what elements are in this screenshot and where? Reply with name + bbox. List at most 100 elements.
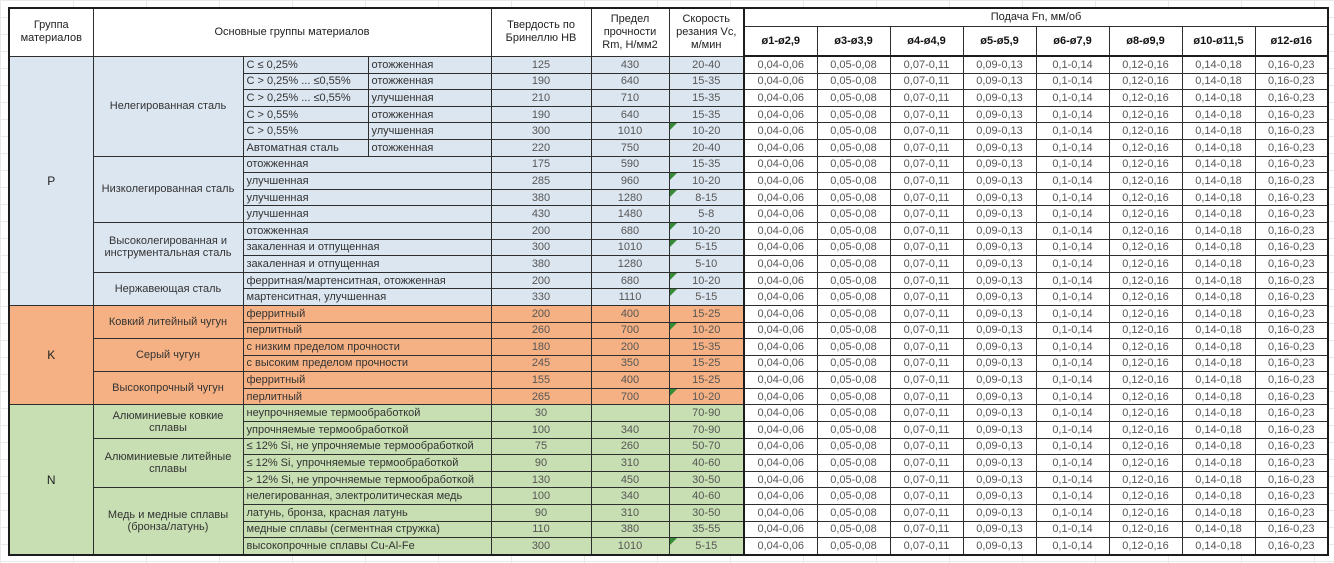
header-feed-diameter[interactable]: ø12-ø16 [1254,26,1329,57]
cutting-speed-cell[interactable]: 10-20 [668,122,745,140]
feed-cell[interactable]: 0,07-0,11 [889,271,964,290]
cutting-speed-cell[interactable]: 15-35 [668,72,745,91]
feed-cell[interactable]: 0,05-0,08 [816,387,891,406]
feed-cell[interactable]: 0,1-0,14 [1035,271,1110,290]
hardness-cell[interactable]: 75 [490,437,592,456]
feed-cell[interactable]: 0,07-0,11 [889,454,964,472]
feed-cell[interactable]: 0,16-0,23 [1254,338,1329,356]
feed-cell[interactable]: 0,09-0,13 [962,122,1037,140]
material-detail-cell[interactable]: латунь, бронза, красная латунь [242,504,492,522]
feed-cell[interactable]: 0,09-0,13 [962,354,1037,373]
feed-cell[interactable]: 0,05-0,08 [816,205,891,223]
feed-cell[interactable]: 0,05-0,08 [816,371,891,389]
feed-cell[interactable]: 0,09-0,13 [962,255,1037,273]
feed-cell[interactable]: 0,07-0,11 [889,221,964,240]
feed-cell[interactable]: 0,12-0,16 [1108,437,1183,456]
feed-cell[interactable]: 0,16-0,23 [1254,354,1329,373]
feed-cell[interactable]: 0,07-0,11 [889,288,964,306]
strength-cell[interactable]: 350 [590,354,670,373]
header-feed-diameter[interactable]: ø8-ø9,9 [1108,26,1183,57]
feed-cell[interactable]: 0,09-0,13 [962,105,1037,124]
material-subgroup-cell[interactable]: Ковкий литейный чугун [92,304,244,340]
feed-cell[interactable]: 0,07-0,11 [889,72,964,91]
feed-cell[interactable]: 0,12-0,16 [1108,354,1183,373]
feed-cell[interactable]: 0,1-0,14 [1035,221,1110,240]
feed-cell[interactable]: 0,12-0,16 [1108,537,1183,556]
cutting-speed-cell[interactable]: 5-10 [668,255,745,273]
feed-cell[interactable]: 0,16-0,23 [1254,89,1329,107]
feed-cell[interactable]: 0,14-0,18 [1181,55,1256,74]
strength-cell[interactable]: 750 [590,138,670,157]
feed-cell[interactable]: 0,04-0,06 [743,537,818,556]
material-detail-cell[interactable]: закаленная и отпущенная [242,238,492,257]
feed-cell[interactable]: 0,14-0,18 [1181,122,1256,140]
header-feed[interactable]: Подача Fn, мм/об [743,7,1329,27]
material-detail-cell[interactable]: неупрочняемые термообработкой [242,404,492,423]
material-group-letter-cell[interactable]: K [8,304,94,406]
strength-cell[interactable]: 1280 [590,188,670,207]
feed-cell[interactable]: 0,07-0,11 [889,238,964,257]
cutting-speed-cell[interactable]: 5-15 [668,288,745,306]
material-state-cell[interactable]: отожженная [367,72,492,91]
feed-cell[interactable]: 0,07-0,11 [889,172,964,190]
strength-cell[interactable]: 400 [590,304,670,323]
feed-cell[interactable]: 0,04-0,06 [743,487,818,506]
feed-cell[interactable]: 0,16-0,23 [1254,271,1329,290]
cutting-speed-cell[interactable]: 15-25 [668,354,745,373]
feed-cell[interactable]: 0,12-0,16 [1108,271,1183,290]
feed-cell[interactable]: 0,09-0,13 [962,138,1037,157]
feed-cell[interactable]: 0,04-0,06 [743,205,818,223]
feed-cell[interactable]: 0,09-0,13 [962,89,1037,107]
feed-cell[interactable]: 0,04-0,06 [743,288,818,306]
hardness-cell[interactable]: 200 [490,304,592,323]
feed-cell[interactable]: 0,04-0,06 [743,437,818,456]
feed-cell[interactable]: 0,05-0,08 [816,255,891,273]
feed-cell[interactable]: 0,04-0,06 [743,321,818,340]
header-material-group[interactable]: Группа материалов [8,7,94,57]
feed-cell[interactable]: 0,14-0,18 [1181,172,1256,190]
feed-cell[interactable]: 0,09-0,13 [962,371,1037,389]
feed-cell[interactable]: 0,04-0,06 [743,105,818,124]
strength-cell[interactable]: 960 [590,172,670,190]
hardness-cell[interactable]: 210 [490,89,592,107]
feed-cell[interactable]: 0,05-0,08 [816,421,891,439]
material-state-cell[interactable]: улучшенная [367,89,492,107]
material-detail-cell[interactable]: ферритная/мартенситная, отожженная [242,271,492,290]
feed-cell[interactable]: 0,1-0,14 [1035,354,1110,373]
feed-cell[interactable]: 0,04-0,06 [743,470,818,489]
feed-cell[interactable]: 0,16-0,23 [1254,470,1329,489]
material-detail-cell[interactable]: C ≤ 0,25% [242,55,369,74]
feed-cell[interactable]: 0,07-0,11 [889,205,964,223]
feed-cell[interactable]: 0,16-0,23 [1254,421,1329,439]
feed-cell[interactable]: 0,16-0,23 [1254,304,1329,323]
feed-cell[interactable]: 0,09-0,13 [962,271,1037,290]
feed-cell[interactable]: 0,1-0,14 [1035,155,1110,174]
feed-cell[interactable]: 0,16-0,23 [1254,537,1329,556]
feed-cell[interactable]: 0,14-0,18 [1181,437,1256,456]
material-detail-cell[interactable]: высокопрочные сплавы Cu-Al-Fe [242,537,492,556]
feed-cell[interactable]: 0,14-0,18 [1181,487,1256,506]
feed-cell[interactable]: 0,05-0,08 [816,404,891,423]
cutting-speed-cell[interactable]: 5-15 [668,238,745,257]
strength-cell[interactable]: 430 [590,55,670,74]
feed-cell[interactable]: 0,04-0,06 [743,122,818,140]
feed-cell[interactable]: 0,16-0,23 [1254,55,1329,74]
feed-cell[interactable]: 0,14-0,18 [1181,371,1256,389]
cutting-speed-cell[interactable]: 5-8 [668,205,745,223]
feed-cell[interactable]: 0,05-0,08 [816,122,891,140]
header-tensile-strength[interactable]: Предел прочности Rm, Н/мм2 [590,7,670,57]
strength-cell[interactable]: 200 [590,338,670,356]
feed-cell[interactable]: 0,05-0,08 [816,221,891,240]
hardness-cell[interactable]: 125 [490,55,592,74]
feed-cell[interactable]: 0,07-0,11 [889,188,964,207]
feed-cell[interactable]: 0,16-0,23 [1254,371,1329,389]
hardness-cell[interactable]: 245 [490,354,592,373]
strength-cell[interactable]: 640 [590,105,670,124]
hardness-cell[interactable]: 110 [490,520,592,539]
hardness-cell[interactable]: 100 [490,421,592,439]
feed-cell[interactable]: 0,14-0,18 [1181,188,1256,207]
strength-cell[interactable]: 710 [590,89,670,107]
material-subgroup-cell[interactable]: Алюминиевые ковкие сплавы [92,404,244,439]
feed-cell[interactable]: 0,16-0,23 [1254,437,1329,456]
feed-cell[interactable]: 0,1-0,14 [1035,371,1110,389]
